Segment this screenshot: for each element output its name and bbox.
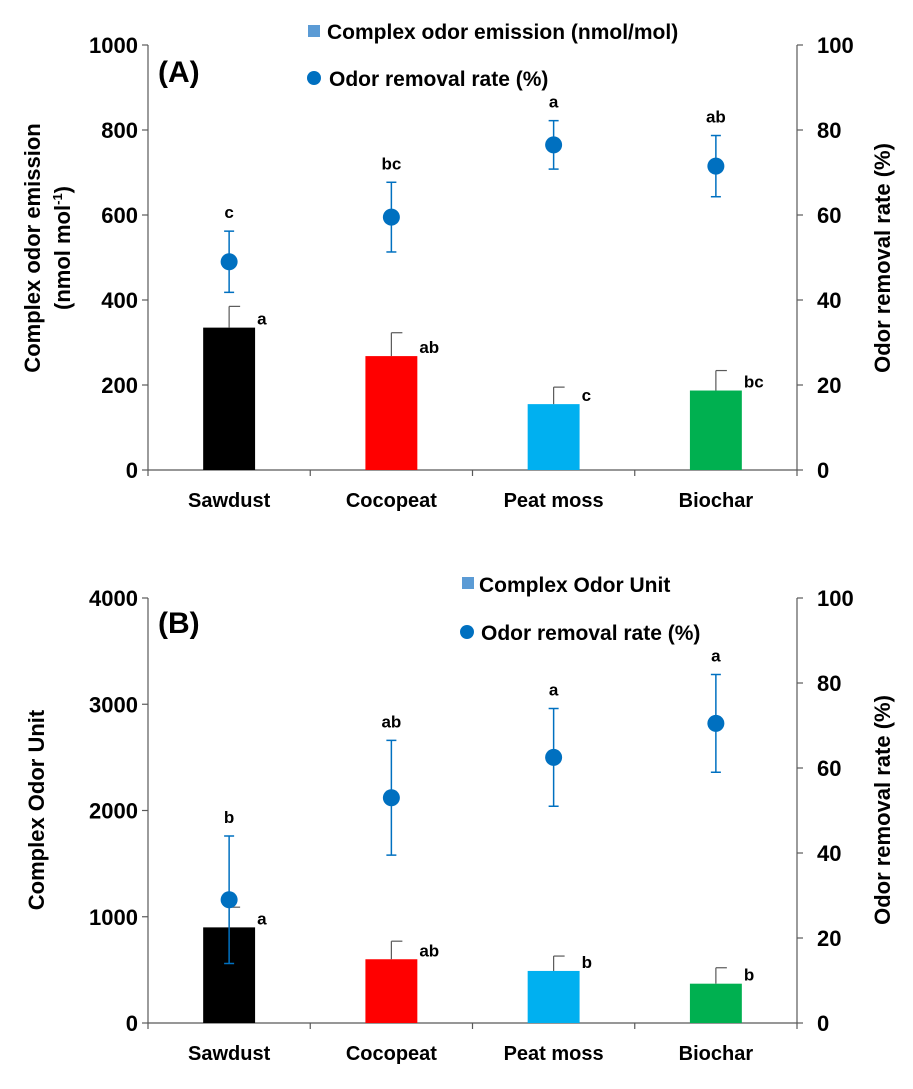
panel-b: 0 1000 2000 3000 4000 0 20 40 60 80 100 Sawdust Coco… — [24, 574, 895, 1065]
panel-b-point — [382, 789, 400, 807]
panel-a-left-tick-label: 800 — [101, 118, 138, 143]
panel-b-right-tick-label: 20 — [817, 926, 841, 951]
panel-a-left-tick-label: 0 — [126, 458, 138, 483]
panel-a-point — [220, 253, 238, 271]
panel-b-bar-data-label: b — [744, 966, 754, 985]
panel-a-bar-data-label: c — [582, 386, 591, 405]
panel-a-point-data-label: ab — [706, 108, 726, 127]
panel-a-point-data-label: c — [224, 203, 233, 222]
panel-b-left-tick-label: 1000 — [89, 905, 138, 930]
panel-a-right-tick-label: 80 — [817, 118, 841, 143]
panel-a-x-tick-label: Cocopeat — [346, 490, 437, 512]
panel-a-x-tick-label: Peat moss — [504, 490, 604, 512]
panel-a-right-tick-label: 60 — [817, 203, 841, 228]
panel-a-bar-data-label: a — [257, 310, 267, 329]
panel-b-x-tick-label: Sawdust — [188, 1043, 271, 1065]
panel-b-left-tick-label: 3000 — [89, 692, 138, 717]
panel-b-bar-data-label: a — [257, 909, 267, 928]
panel-a-point — [707, 157, 725, 175]
panel-a-bar-data-label: bc — [744, 373, 764, 392]
panel-b-left-tick-label: 4000 — [89, 586, 138, 611]
panel-b-point-data-label: b — [224, 808, 234, 827]
panel-b-bar-data-label: b — [582, 953, 592, 972]
panel-a-x-tick-label: Biochar — [679, 490, 754, 512]
legend-bar-swatch — [462, 577, 474, 589]
panel-a-bar-data-label: ab — [419, 338, 439, 357]
panel-a: 0 200 400 600 800 1000 0 20 40 60 80 100 Sawdust Coco… — [20, 21, 895, 512]
panel-b-x-tick-label: Cocopeat — [346, 1043, 437, 1065]
panel-a-bar — [203, 327, 256, 470]
panel-b-point — [545, 748, 563, 766]
panel-a-x-tick-label: Sawdust — [188, 490, 271, 512]
panel-a-point-data-label: a — [549, 93, 559, 112]
panel-a-bar — [689, 390, 742, 470]
panel-b-x-tick-label: Peat moss — [504, 1043, 604, 1065]
panel-a-right-tick-label: 20 — [817, 373, 841, 398]
panel-a-left-tick-label: 1000 — [89, 33, 138, 58]
panel-b-legend-bar-label: Complex Odor Unit — [479, 574, 670, 597]
panel-a-plot-area: 0 200 400 600 800 1000 0 20 40 60 80 100 Sawdust Coco… — [89, 33, 854, 512]
legend-point-marker — [460, 625, 474, 639]
panel-b-left-tick-label: 0 — [126, 1011, 138, 1036]
panel-b-left-axis-title: Complex Odor Unit — [24, 709, 49, 910]
panel-b-legend-point-label: Odor removal rate (%) — [481, 622, 700, 645]
panel-a-legend-point-label: Odor removal rate (%) — [329, 68, 548, 91]
legend-bar-swatch — [308, 25, 320, 37]
panel-a-point-data-label: bc — [381, 154, 401, 173]
panel-b-right-tick-label: 60 — [817, 756, 841, 781]
panel-a-label: (A) — [158, 56, 200, 89]
panel-b-point-data-label: a — [549, 681, 559, 700]
panel-b-right-tick-label: 100 — [817, 586, 854, 611]
panel-b-right-axis-title: Odor removal rate (%) — [870, 695, 895, 925]
panel-b-right-tick-label: 40 — [817, 841, 841, 866]
panel-a-legend: Complex odor emission (nmol/mol) Odor re… — [307, 21, 678, 91]
panel-b-x-tick-label: Biochar — [679, 1043, 754, 1065]
panel-b-plot-area: 0 1000 2000 3000 4000 0 20 40 60 80 100 Sawdust Coco… — [89, 586, 854, 1065]
panel-b-left-tick-label: 2000 — [89, 799, 138, 824]
panel-b-bar — [527, 970, 580, 1023]
panel-b-bar — [365, 959, 418, 1023]
panel-a-left-tick-label: 200 — [101, 373, 138, 398]
panel-b-point — [220, 891, 238, 909]
panel-b-label: (B) — [158, 607, 200, 640]
panel-a-right-tick-label: 40 — [817, 288, 841, 313]
panel-a-right-axis-title: Odor removal rate (%) — [870, 143, 895, 373]
panel-a-left-axis-unit: (nmol mol-1) — [50, 186, 75, 310]
legend-point-marker — [307, 71, 321, 85]
panel-a-legend-bar-label: Complex odor emission (nmol/mol) — [327, 21, 678, 44]
panel-a-right-tick-label: 100 — [817, 33, 854, 58]
panel-a-bar — [365, 356, 418, 470]
panel-b-point-data-label: a — [711, 647, 721, 666]
panel-b-point-data-label: ab — [381, 712, 401, 731]
panel-b-right-tick-label: 0 — [817, 1011, 829, 1036]
panel-a-left-tick-label: 600 — [101, 203, 138, 228]
panel-a-left-tick-label: 400 — [101, 288, 138, 313]
panel-a-right-tick-label: 0 — [817, 458, 829, 483]
panel-b-right-tick-label: 80 — [817, 671, 841, 696]
panel-a-bar — [527, 404, 580, 470]
panel-b-legend: Complex Odor Unit Odor removal rate (%) — [460, 574, 700, 645]
panel-b-bar-data-label: ab — [419, 941, 439, 960]
panel-a-point — [545, 136, 563, 154]
panel-b-point — [707, 714, 725, 732]
panel-b-bar — [689, 983, 742, 1023]
panel-a-point — [382, 208, 400, 226]
panel-a-left-axis-title: Complex odor emission — [20, 123, 45, 372]
